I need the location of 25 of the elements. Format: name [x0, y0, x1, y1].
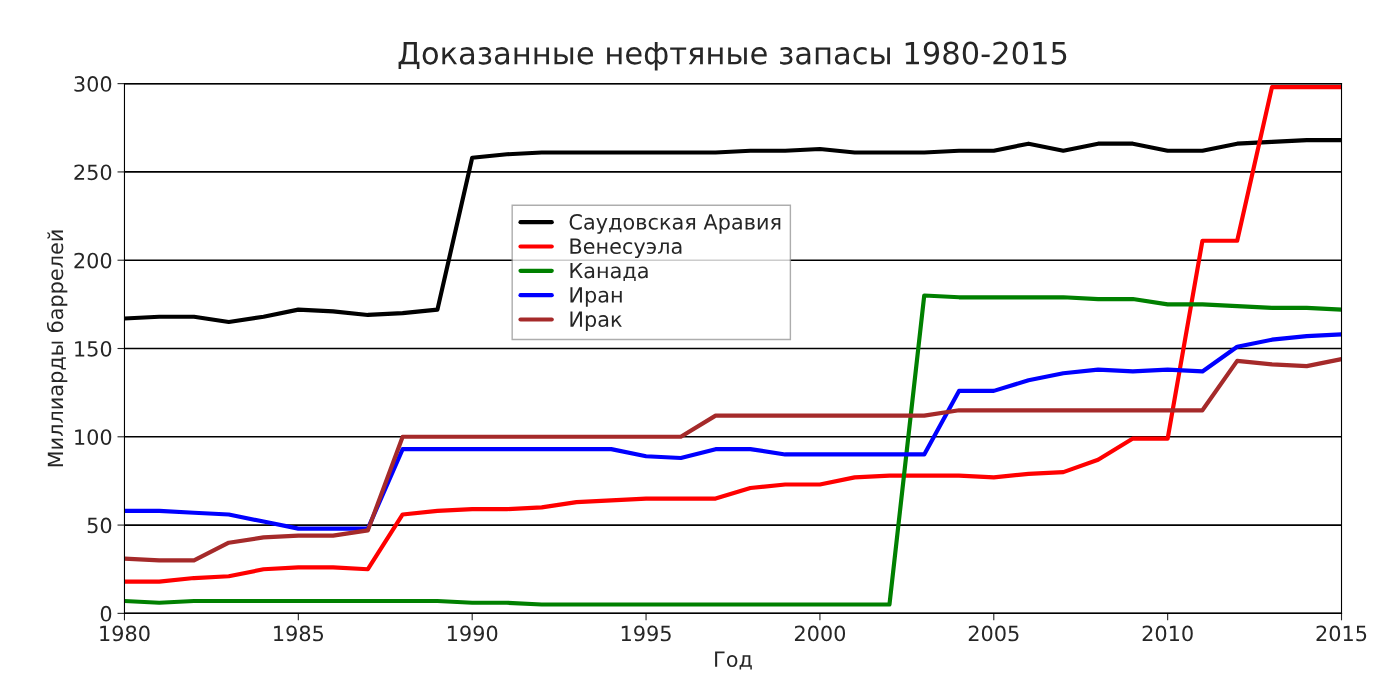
- y-tick-label: 300: [74, 76, 112, 92]
- x-tick-label: 1990: [447, 625, 498, 642]
- y-tick-label: 100: [75, 429, 112, 445]
- legend-label: Ирак: [570, 311, 622, 332]
- x-tick-label: 2010: [1142, 625, 1193, 642]
- line-series: [124, 357, 1342, 563]
- y-tick-label: 250: [74, 164, 112, 181]
- x-tick-label: 1995: [621, 625, 671, 642]
- x-tick-label: 2015: [1316, 625, 1367, 642]
- legend-label: Саудовская Аравия: [569, 214, 781, 234]
- x-axis-title: Год: [715, 651, 752, 670]
- line-series: [124, 332, 1342, 531]
- x-tick-label: 2005: [968, 625, 1019, 642]
- y-tick-label: 50: [87, 517, 112, 534]
- x-tick-label: 1980: [100, 625, 150, 642]
- y-tick-label: 200: [74, 252, 112, 269]
- x-tick-label: 1985: [274, 625, 324, 642]
- chart-title: Доказанные нефтяные запасы 1980-2015: [398, 41, 1067, 71]
- y-axis-title: Миллиарды баррелей: [46, 230, 68, 467]
- legend-label: Канада: [570, 262, 648, 281]
- y-tick-label: 150: [75, 340, 112, 357]
- y-tick-label: 0: [100, 605, 112, 622]
- legend-label: Иран: [570, 287, 622, 307]
- x-tick-label: 2000: [794, 625, 846, 642]
- legend-label: Венесуэла: [570, 238, 682, 259]
